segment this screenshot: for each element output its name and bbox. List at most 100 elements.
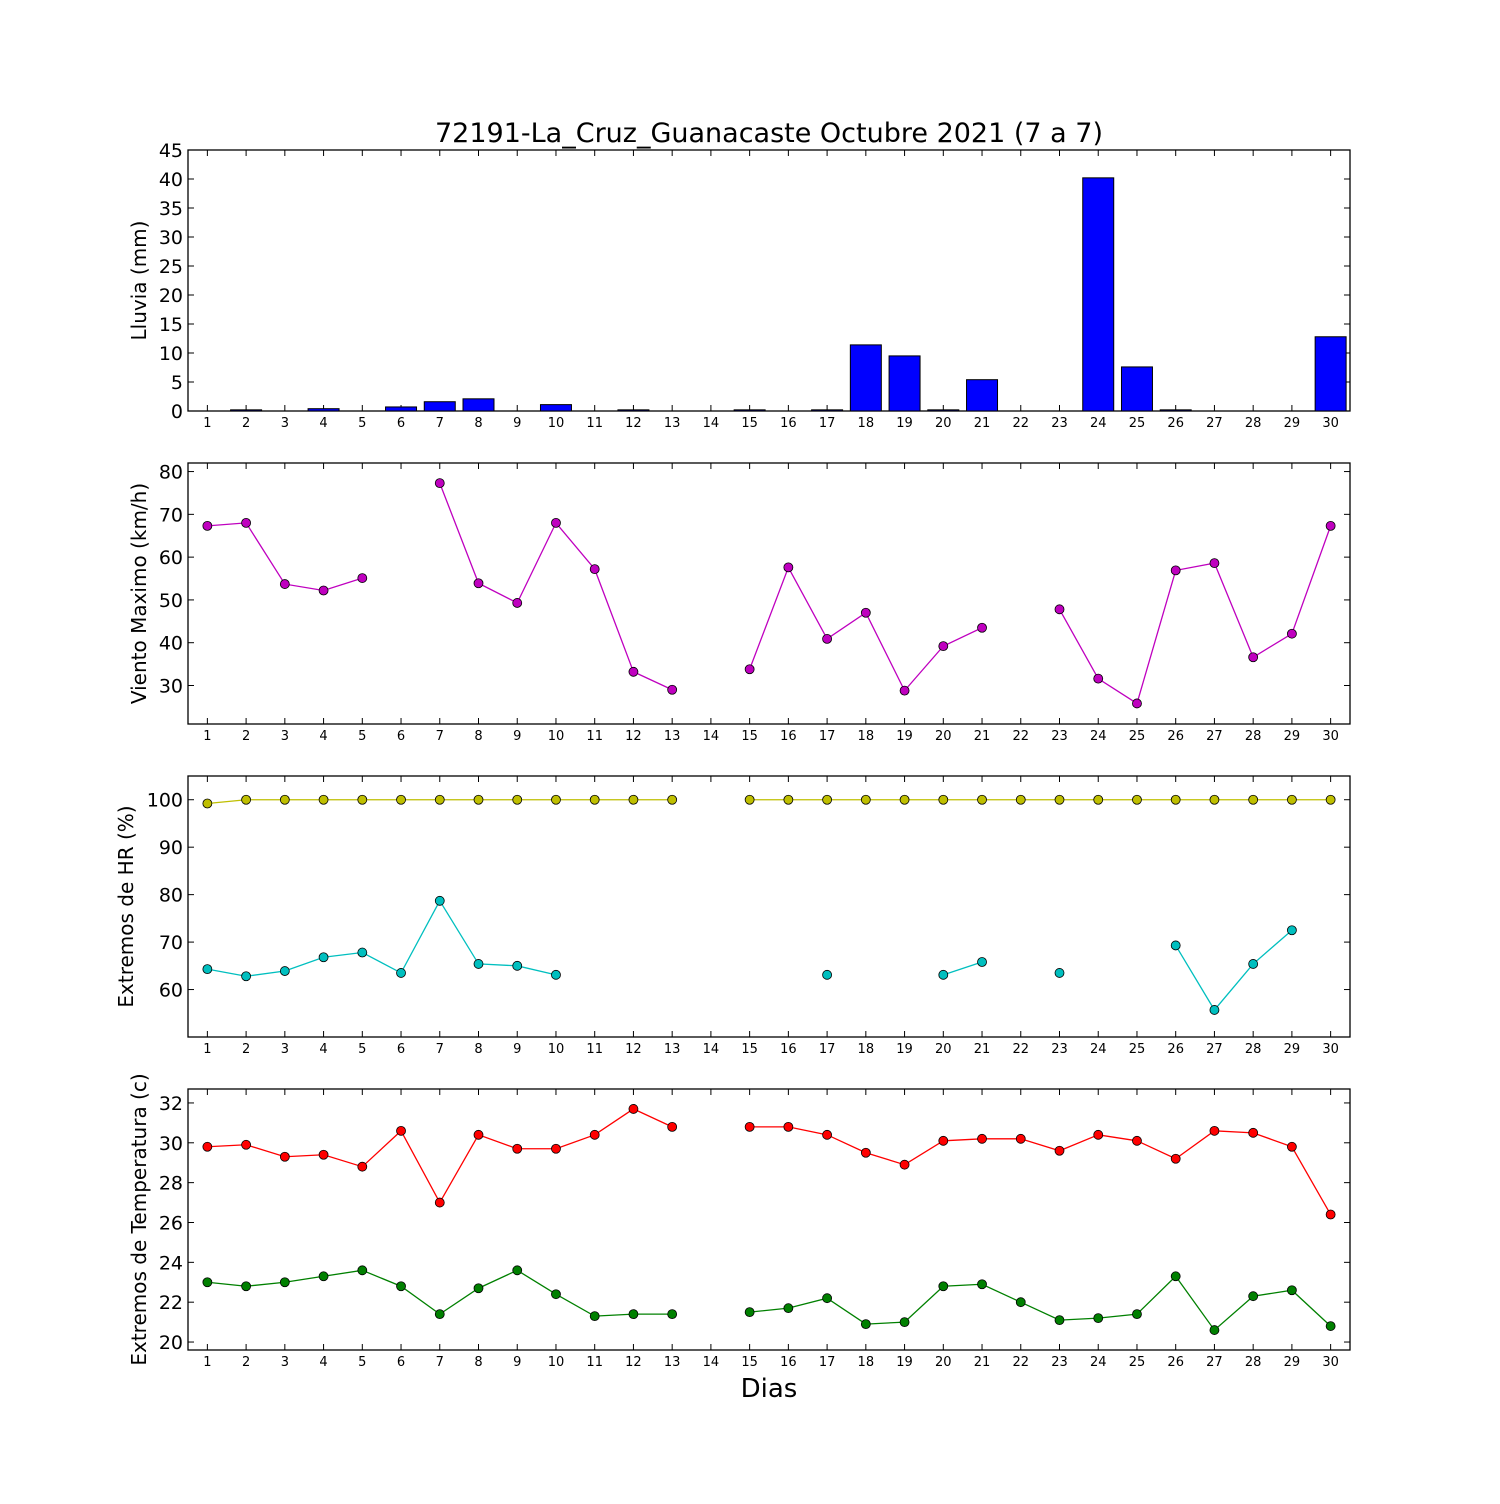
y-tick-label: 20 xyxy=(159,285,183,307)
data-point xyxy=(473,578,484,589)
data-point xyxy=(512,794,523,805)
data-point xyxy=(1170,565,1181,576)
x-tick-label: 7 xyxy=(436,416,444,431)
x-tick-label: 24 xyxy=(1090,729,1107,744)
data-point xyxy=(1093,1129,1104,1140)
y-tick-label: 80 xyxy=(159,885,183,907)
data-point xyxy=(1054,1315,1065,1326)
bar xyxy=(423,401,456,412)
data-point xyxy=(434,794,445,805)
data-point xyxy=(241,518,252,528)
data-point xyxy=(822,969,832,980)
data-point xyxy=(1209,1325,1220,1335)
y-tick-label: 15 xyxy=(159,314,183,336)
data-point xyxy=(822,1293,832,1304)
y-tick-label: 90 xyxy=(159,837,183,859)
x-tick-label: 16 xyxy=(780,1042,797,1057)
y-tick-label: 26 xyxy=(159,1212,183,1234)
x-tick-label: 10 xyxy=(548,1042,565,1057)
y-axis-label: Viento Maximo (km/h) xyxy=(127,483,151,704)
chart-title: 72191-La_Cruz_Guanacaste Octubre 2021 (7… xyxy=(435,118,1103,149)
x-tick-label: 1 xyxy=(203,729,211,744)
data-point xyxy=(1209,558,1220,569)
data-point xyxy=(977,622,987,633)
data-point xyxy=(1170,1153,1181,1164)
x-tick-label: 15 xyxy=(741,416,758,431)
x-tick-label: 4 xyxy=(319,729,327,744)
data-point xyxy=(1132,1309,1142,1320)
x-tick-label: 25 xyxy=(1129,416,1146,431)
data-point xyxy=(396,1125,406,1136)
y-tick-label: 28 xyxy=(159,1173,183,1195)
data-point xyxy=(1248,1291,1259,1302)
data-point xyxy=(318,1149,329,1160)
x-tick-label: 5 xyxy=(358,1042,366,1057)
data-point xyxy=(589,564,600,575)
x-tick-label: 23 xyxy=(1051,1042,1068,1057)
bar xyxy=(462,398,495,412)
x-tick-label: 4 xyxy=(319,1042,327,1057)
x-tick-label: 6 xyxy=(397,1355,405,1370)
data-point xyxy=(783,562,794,573)
data-point xyxy=(783,1303,794,1314)
x-tick-label: 8 xyxy=(474,1042,482,1057)
x-tick-label: 13 xyxy=(664,416,681,431)
x-tick-label: 3 xyxy=(281,1355,289,1370)
x-tick-label: 6 xyxy=(397,1042,405,1057)
x-tick-label: 30 xyxy=(1322,1042,1339,1057)
data-point xyxy=(899,794,910,805)
series-line xyxy=(207,899,557,977)
data-point xyxy=(899,685,910,696)
data-point xyxy=(512,960,523,971)
data-point xyxy=(1132,1135,1142,1146)
x-tick-label: 23 xyxy=(1051,1355,1068,1370)
data-point xyxy=(357,573,368,583)
data-point xyxy=(1248,794,1259,805)
y-tick-label: 45 xyxy=(159,140,183,162)
y-tick-label: 70 xyxy=(159,504,183,526)
data-point xyxy=(822,1129,832,1140)
data-point xyxy=(202,1141,213,1152)
data-point xyxy=(977,957,987,967)
x-tick-label: 12 xyxy=(625,729,642,744)
x-tick-label: 28 xyxy=(1245,729,1262,744)
data-point xyxy=(279,1277,290,1288)
x-tick-label: 28 xyxy=(1245,416,1262,431)
data-point xyxy=(279,1151,290,1162)
x-tick-label: 12 xyxy=(625,416,642,431)
x-tick-label: 19 xyxy=(896,729,913,744)
x-tick-label: 15 xyxy=(741,729,758,744)
x-tick-label: 10 xyxy=(548,729,565,744)
x-tick-label: 26 xyxy=(1167,729,1184,744)
data-point xyxy=(628,1309,639,1320)
bar xyxy=(539,404,572,412)
data-point xyxy=(1287,628,1297,639)
data-point xyxy=(357,1161,368,1172)
bar xyxy=(811,409,844,412)
x-tick-label: 15 xyxy=(741,1042,758,1057)
y-tick-label: 20 xyxy=(159,1332,183,1354)
x-tick-label: 21 xyxy=(974,416,991,431)
data-point xyxy=(744,794,755,805)
data-point xyxy=(241,1139,252,1150)
y-tick-label: 40 xyxy=(159,633,183,655)
bar xyxy=(385,406,418,412)
y-tick-label: 50 xyxy=(159,590,183,612)
data-point xyxy=(1015,1133,1026,1144)
plot-frame xyxy=(187,1088,1351,1351)
series-line xyxy=(1175,929,1293,1012)
x-tick-label: 29 xyxy=(1284,729,1301,744)
data-point xyxy=(938,969,949,980)
bar xyxy=(1120,366,1153,412)
y-tick-label: 22 xyxy=(159,1292,183,1314)
data-point xyxy=(279,794,290,805)
x-tick-label: 24 xyxy=(1090,1355,1107,1370)
data-point xyxy=(1170,794,1181,805)
data-point xyxy=(512,1143,523,1154)
data-point xyxy=(1325,520,1336,531)
x-tick-label: 14 xyxy=(703,416,720,431)
x-tick-label: 16 xyxy=(780,416,797,431)
x-tick-label: 16 xyxy=(780,1355,797,1370)
